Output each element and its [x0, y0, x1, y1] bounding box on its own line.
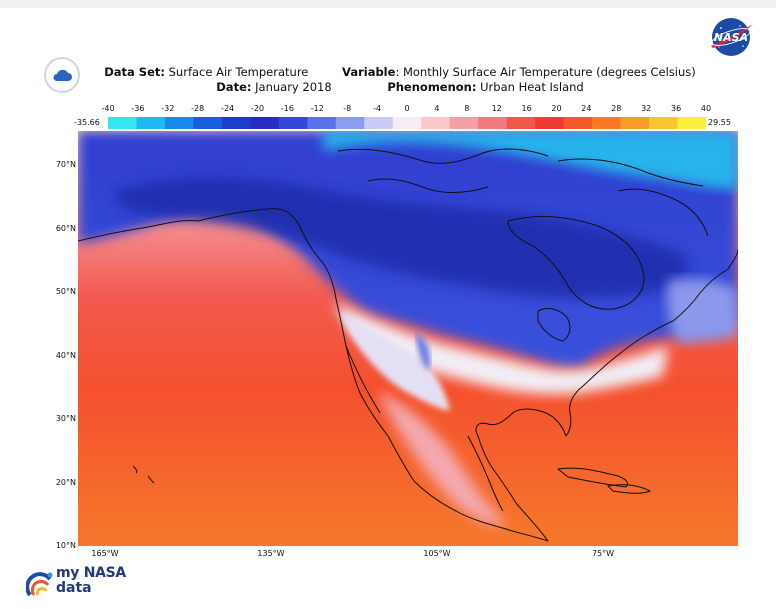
northeast-cold-extension: [667, 279, 738, 343]
colorbar-tick-label: -4: [373, 104, 382, 113]
colorbar-swatch: [164, 117, 195, 129]
latitude-label: 40°N: [55, 350, 76, 360]
temperature-map[interactable]: [78, 131, 738, 546]
colorbar-swatch: [250, 117, 280, 129]
phenomenon-value: Urban Heat Island: [480, 80, 584, 94]
mynasa-data-logo: my NASA data: [26, 565, 136, 601]
colorbar-swatch: [649, 117, 679, 129]
colorbar-swatch: [193, 117, 223, 129]
colorbar-tick-label: 4: [434, 104, 440, 113]
phenomenon-label: Phenomenon:: [387, 80, 477, 94]
variable-value: : Monthly Surface Air Temperature (degre…: [395, 65, 696, 79]
colorbar-tick-label: -28: [191, 104, 205, 113]
colorbar-min-label: -35.66: [74, 118, 100, 127]
colorbar-tick-label: -24: [221, 104, 235, 113]
svg-text:NASA: NASA: [714, 31, 748, 44]
latitude-label: 20°N: [55, 477, 76, 487]
longitude-label: 135°W: [257, 549, 285, 558]
mynasa-line-1: my NASA: [56, 565, 126, 581]
longitude-label: 75°W: [591, 549, 615, 558]
latitude-label: 10°N: [55, 541, 76, 550]
mountain-west-region: [340, 311, 450, 411]
mexico-warm-region: [378, 391, 508, 526]
colorbar-swatch: [335, 117, 365, 129]
colorbar-swatch: [592, 117, 622, 129]
colorbar-ticks: -40 -36 -32 -28 -24 -20 -16 -12 -8 -4 0 4 8 12 16 20 24 2…: [101, 104, 711, 116]
colorbar-tick-label: 12: [491, 104, 502, 113]
cloud-icon: [53, 69, 72, 81]
colorbar-tick-label: 32: [641, 104, 652, 113]
latitude-label: 60°N: [55, 223, 76, 233]
colorbar-tick-label: -40: [101, 104, 115, 113]
top-bar: [0, 0, 776, 8]
colorbar-swatch: [278, 117, 308, 129]
colorbar-tick-label: -12: [310, 104, 324, 113]
dataset-value: Surface Air Temperature: [168, 65, 309, 79]
colorbar-swatch: [108, 117, 138, 129]
globe-icon: [26, 572, 53, 597]
colorbar-max-label: 29.55: [708, 118, 731, 127]
colorbar-tick-label: 40: [700, 104, 712, 113]
colorbar-swatch: [677, 117, 706, 129]
variable-label: Variable: [342, 65, 396, 79]
colorbar: [108, 117, 706, 129]
colorbar-swatch: [307, 117, 337, 129]
colorbar-tick-label: -16: [280, 104, 294, 113]
freezing-band: [333, 301, 668, 395]
nasa-logo: NASA: [707, 16, 757, 62]
header-line-1: Data Set: Surface Air Temperature Variab…: [100, 65, 700, 80]
cloud-badge[interactable]: [44, 57, 80, 93]
header-line-2: Date: January 2018 Phenomenon: Urban Hea…: [100, 80, 700, 95]
colorbar-tick-label: 16: [521, 104, 532, 113]
colorbar-swatch: [421, 117, 451, 129]
colorbar-tick-label: 20: [551, 104, 562, 113]
rockies-cold-spot: [416, 331, 431, 371]
date-label: Date:: [216, 80, 252, 94]
colorbar-tick-label: 28: [611, 104, 622, 113]
colorbar-swatch: [136, 117, 166, 129]
colorbar-tick-label: 36: [671, 104, 682, 113]
longitude-label: 165°W: [91, 549, 119, 558]
colorbar-swatch: [620, 117, 650, 129]
colorbar-swatch: [449, 117, 479, 129]
mynasa-line-2: data: [56, 580, 92, 596]
latitude-label: 30°N: [55, 414, 76, 423]
date-value: January 2018: [255, 80, 332, 94]
colorbar-swatch: [535, 117, 565, 129]
colorbar-swatch: [221, 117, 251, 129]
colorbar-swatch: [392, 117, 422, 129]
colorbar-tick-label: 8: [464, 104, 470, 113]
coastlines: [78, 148, 738, 542]
colorbar-swatch: [506, 117, 536, 129]
cyan-arctic-region: [323, 131, 738, 190]
dataset-label: Data Set:: [104, 65, 165, 79]
deep-cold-core: [115, 177, 689, 298]
latitude-label: 70°N: [55, 160, 76, 169]
colorbar-tick-label: -8: [343, 104, 352, 113]
colorbar-tick-label: 0: [404, 104, 410, 113]
colorbar-swatch: [563, 117, 593, 129]
colorbar-tick-label: -20: [250, 104, 265, 113]
colorbar-tick-label: -32: [161, 104, 175, 113]
latitude-label: 50°N: [55, 287, 76, 296]
colorbar-tick-label: 24: [581, 104, 592, 113]
colorbar-swatch: [364, 117, 394, 129]
colorbar-swatch: [478, 117, 508, 129]
longitude-label: 105°W: [423, 549, 451, 558]
colorbar-tick-label: -36: [131, 104, 145, 113]
